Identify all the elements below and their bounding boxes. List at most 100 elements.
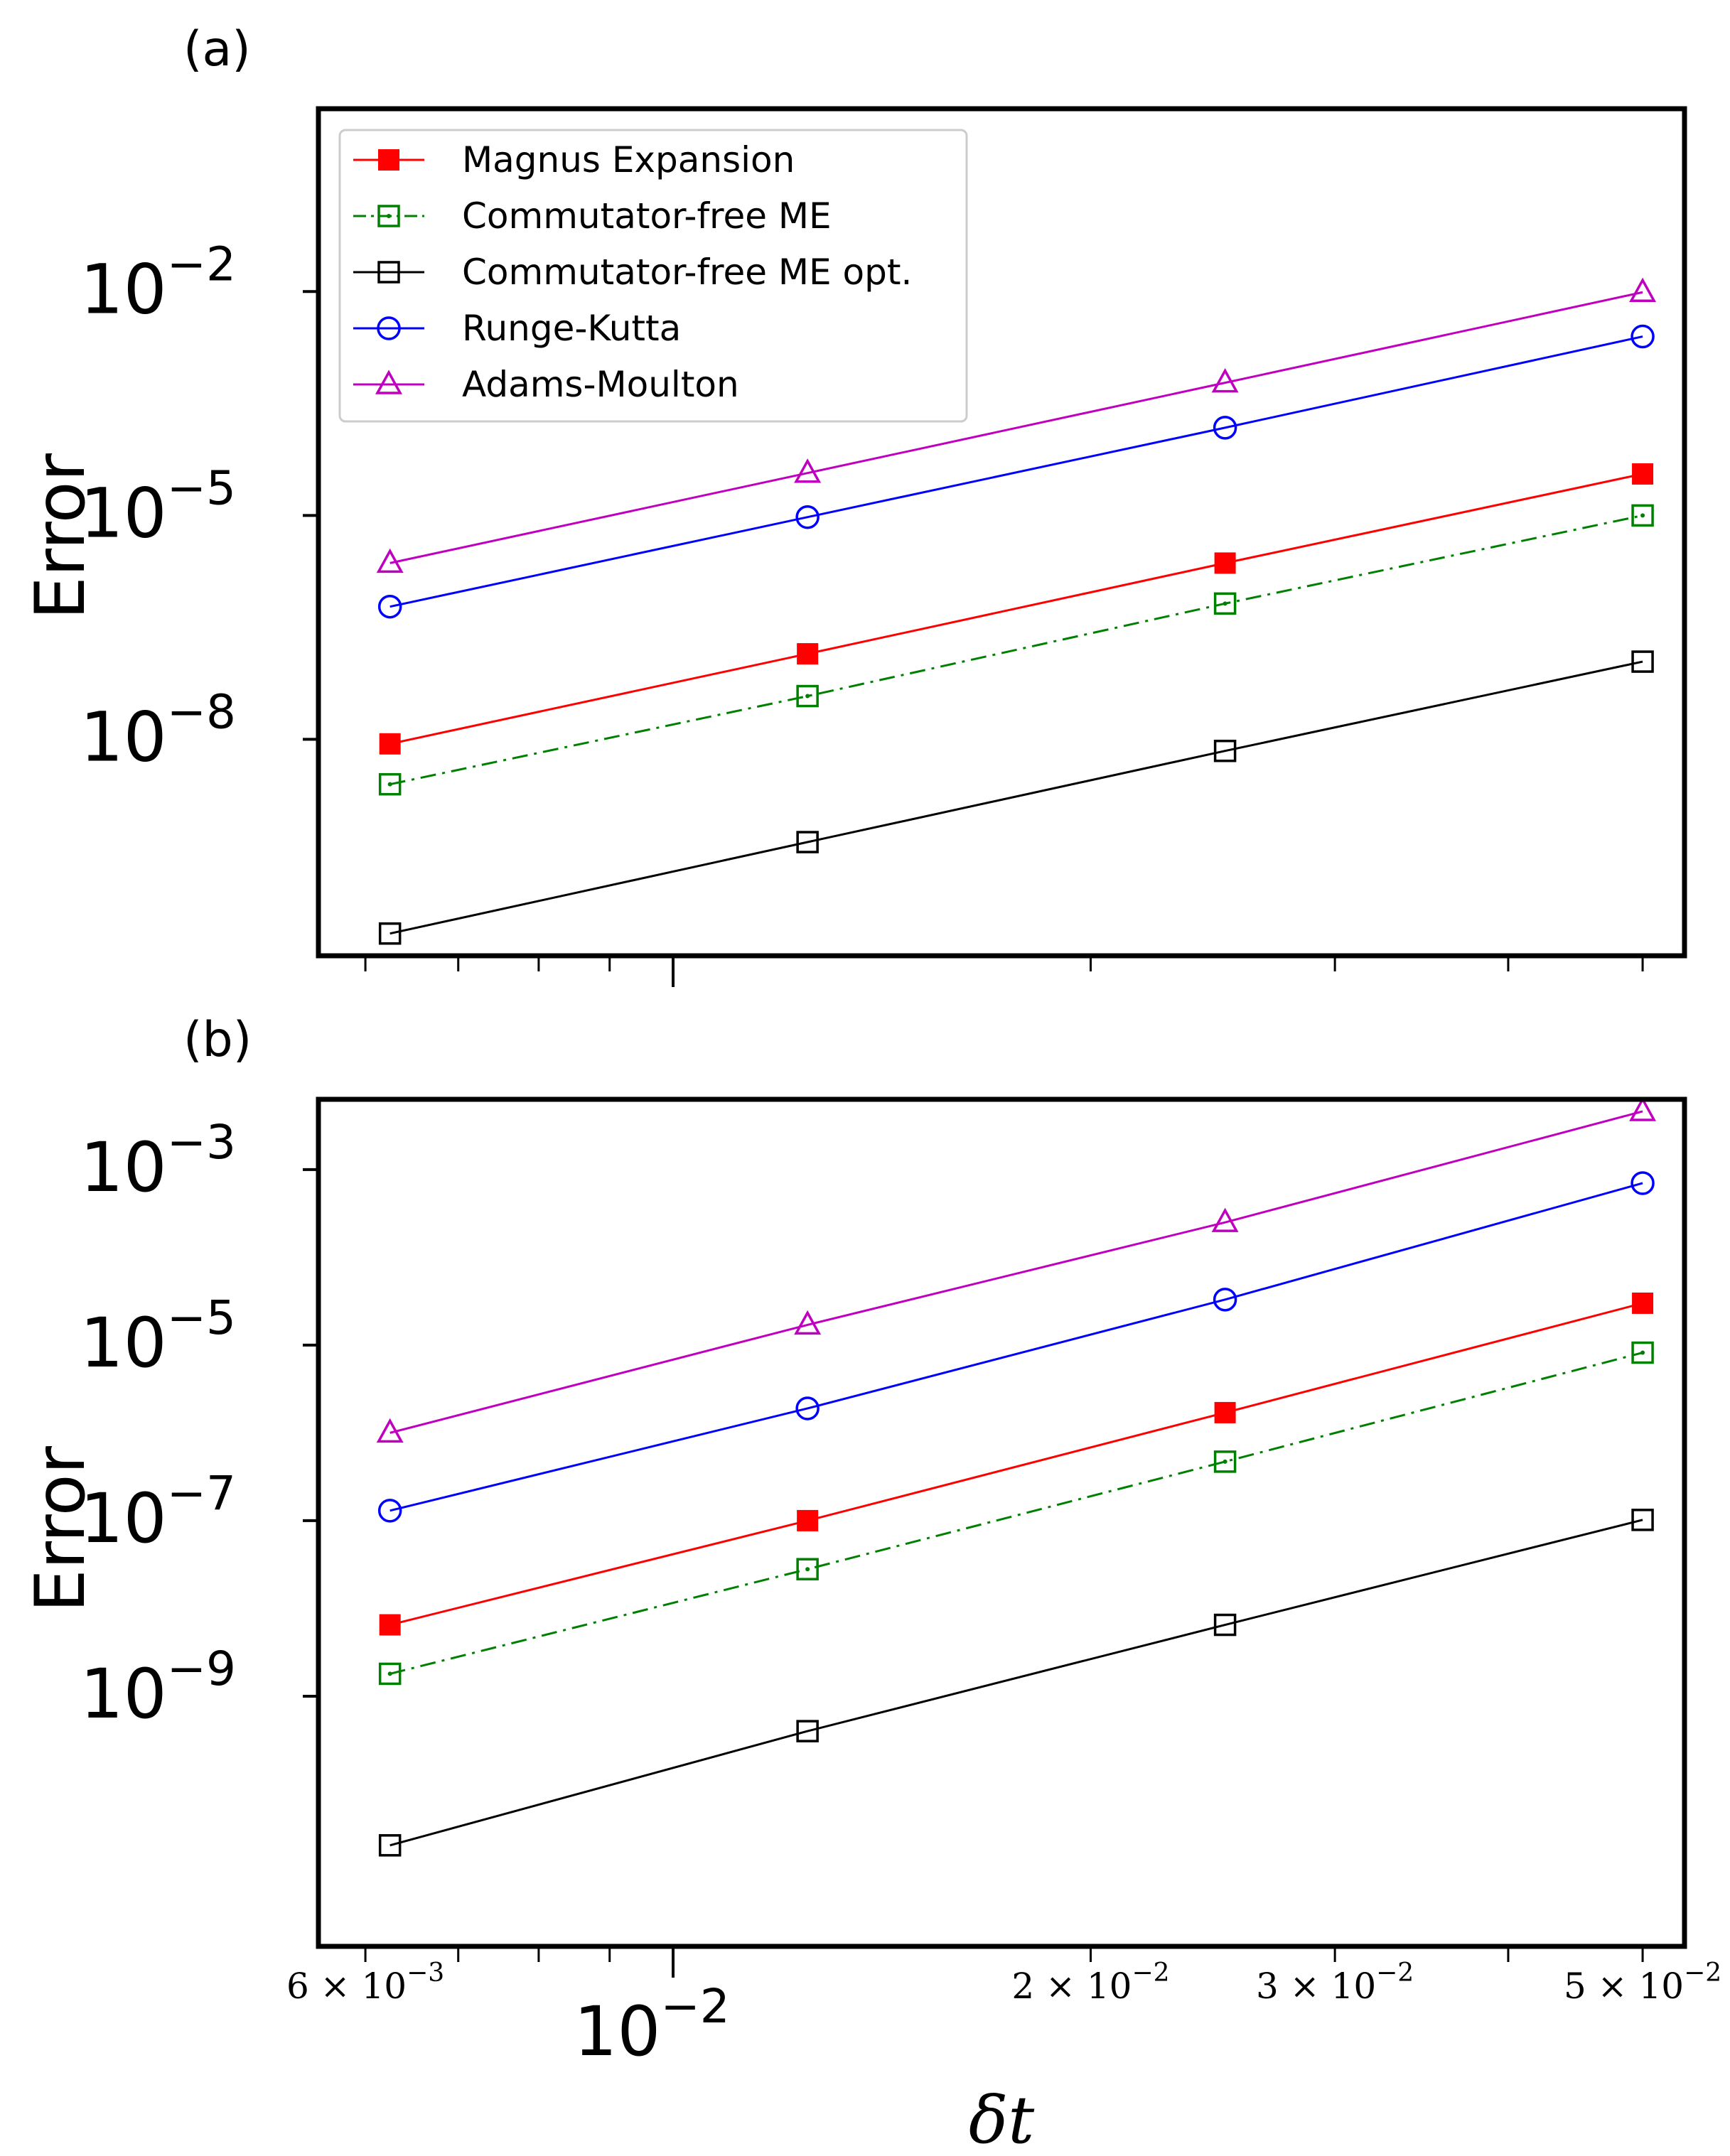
- panel-a-ytick-exp-0: −2: [167, 237, 236, 291]
- panel-a-point-commutator-free-me-2-dot: [1223, 601, 1227, 606]
- legend-marker-commutator-free-me-dot: [387, 214, 391, 218]
- panel-b-point-adams-moulton-1: [794, 1310, 822, 1335]
- x-minor-tick-times-1: ×: [1034, 1966, 1087, 2007]
- panel-b-series-runge-kutta: [377, 1171, 1655, 1523]
- legend-entry-commutator-free-me-opt: Commutator-free ME opt.: [353, 252, 912, 293]
- x-minor-tick-coef-1: 2: [1011, 1966, 1034, 2007]
- legend-marker-runge-kutta: [377, 316, 401, 340]
- panel-b-point-commutator-free-me-opt-1: [796, 1720, 819, 1742]
- legend: Magnus Expansion Commutator-free ME Commut…: [338, 129, 968, 423]
- panel-b-series-commutator-free-me-opt: [378, 1509, 1654, 1857]
- panel-a-line-magnus-expansion: [389, 473, 1643, 745]
- x-minor-tick-exp-1: −2: [1132, 1958, 1170, 1988]
- panel-a-point-commutator-free-me-opt-0: [378, 922, 402, 945]
- x-minor-tick-times-3: ×: [1586, 1966, 1639, 2007]
- panel-a-series-commutator-free-me: [378, 504, 1654, 796]
- panel-b-point-magnus-expansion-2: [1214, 1401, 1236, 1423]
- panel-b-line-commutator-free-me: [389, 1352, 1643, 1675]
- panel-b-ytick-label-3: 10−9: [80, 1642, 236, 1734]
- panel-a-point-runge-kutta-1: [795, 505, 820, 529]
- panel-a-plot-area: [376, 277, 1657, 945]
- panel-a-ytick-exp-1: −5: [167, 460, 236, 515]
- panel-a-point-adams-moulton-1: [794, 458, 822, 483]
- legend-entry-adams-moulton: Adams-Moulton: [353, 364, 739, 405]
- x-axis-label: δt: [969, 2082, 1035, 2156]
- panel-a-series-runge-kutta: [377, 324, 1655, 619]
- panel-b-ytick-exp-2: −7: [167, 1466, 236, 1521]
- x-major-tick-base: 10: [574, 1992, 660, 2071]
- panel-b-point-commutator-free-me-1-dot: [805, 1567, 810, 1572]
- panel-a-ytick-label-1: 10−5: [80, 460, 236, 553]
- panel-b-point-commutator-free-me-3-dot: [1640, 1350, 1645, 1355]
- x-minor-tick-coef-3: 5: [1564, 1966, 1586, 2007]
- panel-b-point-adams-moulton-3: [1629, 1096, 1657, 1121]
- panel-a-point-commutator-free-me-3: [1631, 504, 1654, 527]
- panel-b-ytick-exp-1: −5: [167, 1290, 236, 1345]
- panel-b-ytick-base-1: 10: [80, 1303, 167, 1383]
- panel-b-ytick-label-0: 10−3: [80, 1115, 236, 1207]
- panel-a-point-commutator-free-me-2: [1213, 592, 1237, 615]
- panel-b-point-magnus-expansion-0: [379, 1614, 401, 1636]
- panel-b-point-runge-kutta-1: [795, 1396, 820, 1421]
- legend-marker-adams-moulton: [375, 370, 402, 394]
- panel-b-ytick-exp-3: −9: [167, 1642, 236, 1696]
- x-major-tick-exp: −2: [660, 1979, 729, 2034]
- panel-b: (b) Error 10−310−510−710−9: [21, 1012, 1687, 1978]
- panel-a-series-commutator-free-me-opt: [378, 650, 1654, 945]
- panel-a-point-magnus-expansion-2: [1214, 552, 1236, 574]
- panel-a-ytick-base-1: 10: [80, 473, 167, 553]
- panel-b-point-commutator-free-me-opt-3: [1631, 1509, 1654, 1531]
- legend-entry-runge-kutta: Runge-Kutta: [353, 308, 681, 349]
- legend-label-adams-moulton: Adams-Moulton: [462, 364, 739, 405]
- panel-b-point-commutator-free-me-0-dot: [387, 1671, 392, 1676]
- panel-a-ytick-base-2: 10: [80, 697, 167, 777]
- x-minor-tick-label-3: 5 × 10−2: [1564, 1958, 1721, 2007]
- panel-b-series-magnus-expansion: [379, 1292, 1654, 1636]
- panel-b-point-adams-moulton-0: [376, 1418, 404, 1443]
- panel-b-point-runge-kutta-2: [1213, 1288, 1237, 1312]
- panel-b-label: (b): [183, 1012, 252, 1068]
- panel-a-point-commutator-free-me-opt-3: [1631, 650, 1654, 673]
- panel-b-point-commutator-free-me-opt-2: [1213, 1613, 1237, 1637]
- legend-label-commutator-free-me: Commutator-free ME: [462, 195, 832, 237]
- x-minor-tick-coef-0: 6: [286, 1966, 309, 2007]
- panel-a-line-runge-kutta: [389, 335, 1643, 608]
- panel-a-point-magnus-expansion-3: [1632, 463, 1654, 485]
- panel-a-label: (a): [183, 21, 251, 77]
- panel-b-point-commutator-free-me-3: [1631, 1341, 1654, 1364]
- panel-b-series-commutator-free-me: [378, 1341, 1654, 1686]
- panel-a-point-commutator-free-me-0-dot: [387, 782, 392, 787]
- legend-entry-commutator-free-me: Commutator-free ME: [353, 195, 832, 237]
- x-minor-tick-coef-2: 3: [1256, 1966, 1279, 2007]
- panel-b-ytick-exp-0: −3: [167, 1115, 236, 1170]
- panel-a-point-commutator-free-me-1: [796, 684, 819, 708]
- panel-b-point-commutator-free-me-2-dot: [1223, 1459, 1227, 1464]
- panel-a-point-commutator-free-me-opt-1: [796, 831, 819, 853]
- legend-box: [338, 129, 968, 423]
- panel-b-plot-area: [376, 1096, 1657, 1857]
- panel-a-point-runge-kutta-2: [1213, 416, 1237, 440]
- panel-a-line-commutator-free-me-opt: [389, 660, 1643, 935]
- panel-a-ytick-label-0: 10−2: [80, 237, 236, 329]
- x-minor-tick-times-0: ×: [309, 1966, 362, 2007]
- panel-b-point-runge-kutta-0: [377, 1499, 402, 1523]
- panel-b-line-runge-kutta: [389, 1182, 1643, 1512]
- x-minor-tick-exp-3: −2: [1684, 1958, 1721, 1988]
- x-minor-tick-base-1: 10: [1087, 1966, 1132, 2007]
- panel-b-point-magnus-expansion-3: [1632, 1292, 1654, 1314]
- panel-a-line-adams-moulton: [389, 291, 1643, 564]
- panel-a-point-runge-kutta-0: [377, 594, 402, 619]
- x-minor-tick-times-2: ×: [1279, 1966, 1331, 2007]
- x-tick-labels: 10−26 × 10−3 2 × 10−2 3 × 10−2 5 × 10−2: [286, 1958, 1721, 2071]
- panel-b-ytick-label-2: 10−7: [80, 1466, 236, 1558]
- x-minor-tick-exp-2: −2: [1376, 1958, 1414, 1988]
- panel-b-frame: [316, 1096, 1687, 1949]
- panel-a-point-adams-moulton-0: [376, 548, 404, 573]
- x-minor-tick-exp-0: −3: [407, 1958, 444, 1988]
- panel-b-point-commutator-free-me-opt-0: [378, 1834, 402, 1857]
- x-minor-tick-label-1: 2 × 10−2: [1011, 1958, 1169, 2007]
- panel-a-ylabel: Error: [21, 453, 100, 620]
- panel-b-point-adams-moulton-2: [1211, 1207, 1239, 1232]
- panel-b-line-adams-moulton: [389, 1110, 1643, 1434]
